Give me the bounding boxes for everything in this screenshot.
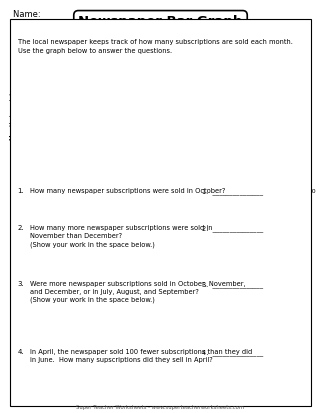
Text: In April, the newspaper sold 100 fewer subscriptions than they did
in June.  How: In April, the newspaper sold 100 fewer s… xyxy=(30,349,253,363)
Text: How many more newspaper subscriptions were sold in
November than December?
(Show: How many more newspaper subscriptions we… xyxy=(30,225,213,247)
Text: How many newspaper subscriptions were sold in October?: How many newspaper subscriptions were so… xyxy=(30,188,226,194)
Text: 1.: 1. xyxy=(18,188,24,194)
Bar xyxy=(42,91,253,104)
Text: ________________________________: ________________________________ xyxy=(39,12,175,21)
Text: Name:: Name: xyxy=(13,10,43,19)
Text: Newspaper Bar Graph: Newspaper Bar Graph xyxy=(78,15,243,28)
X-axis label: Number of Subscriptions (x-axis): Number of Subscriptions (x-axis) xyxy=(120,197,230,203)
Text: 2.: 2. xyxy=(18,225,24,231)
Bar xyxy=(42,128,169,140)
Bar xyxy=(42,146,131,159)
Text: 4.: 4. xyxy=(18,349,24,355)
Text: 2.  _______________: 2. _______________ xyxy=(202,225,264,232)
Text: Super Teacher Worksheets - www.superteacherworksheets.com: Super Teacher Worksheets - www.superteac… xyxy=(76,405,245,410)
Text: 4.  _______________: 4. _______________ xyxy=(202,349,264,356)
Bar xyxy=(42,54,97,66)
Bar xyxy=(42,72,131,85)
Bar xyxy=(42,165,197,178)
Text: The local newspaper keeps track of how many subscriptions are sold each month.
U: The local newspaper keeps track of how m… xyxy=(18,39,292,54)
Text: 3.  _______________: 3. _______________ xyxy=(202,281,263,287)
Bar xyxy=(42,109,219,122)
Text: 1.  _______________: 1. _______________ xyxy=(202,188,263,195)
Text: 3.: 3. xyxy=(18,281,24,287)
Title: Newspaper Subscription Sales: Newspaper Subscription Sales xyxy=(103,36,247,45)
Text: Were more newspaper subscriptions sold in October, November,
and December, or in: Were more newspaper subscriptions sold i… xyxy=(30,281,246,303)
Y-axis label: Month (y-axis): Month (y-axis) xyxy=(10,92,16,140)
